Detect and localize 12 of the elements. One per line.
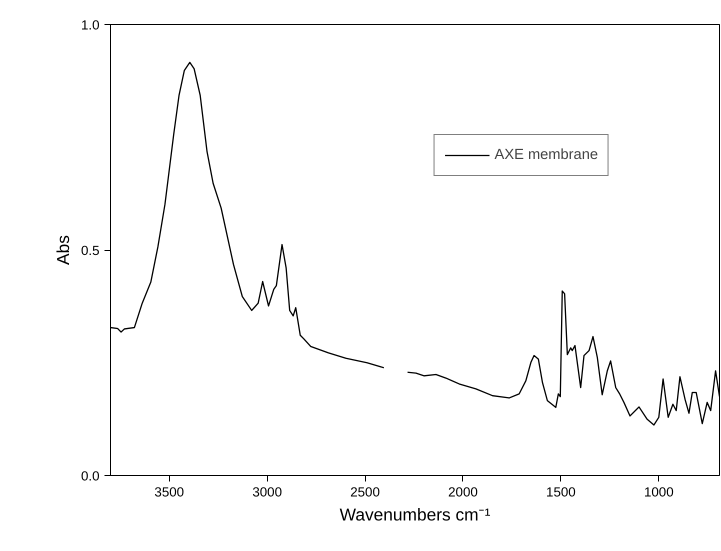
y-axis-title: Abs — [52, 234, 73, 265]
x-tick-label: 2500 — [350, 484, 380, 500]
x-tick-label: 3000 — [252, 484, 282, 500]
x-tick-label: 2000 — [448, 484, 478, 500]
x-tick-label: 3500 — [154, 484, 184, 500]
y-tick-label: 0.0 — [80, 468, 100, 484]
x-axis-title: Wavenumbers cm⁻¹ — [340, 504, 491, 524]
y-tick-label: 0.5 — [80, 243, 100, 258]
x-tick-label: 1500 — [546, 484, 576, 500]
legend-label: AXE membrane — [494, 147, 598, 163]
x-tick-label: 1000 — [644, 484, 674, 500]
y-tick-label: 1.0 — [80, 18, 100, 32]
